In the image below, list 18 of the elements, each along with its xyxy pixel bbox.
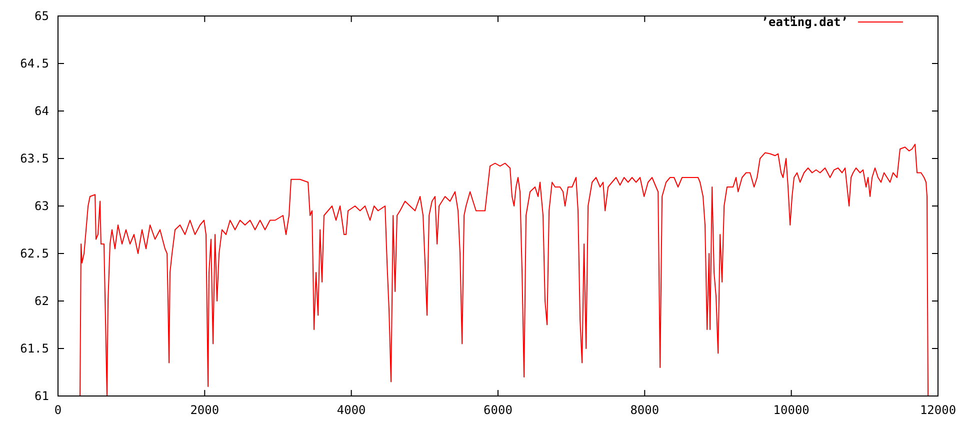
x-tick-label: 6000 [484,403,512,417]
x-tick-label: 4000 [336,403,366,417]
x-tick-label: 10000 [773,403,810,417]
x-tick-label: 0 [54,403,62,417]
x-tick-label: 8000 [630,403,660,417]
x-tick-label: 2000 [190,403,220,417]
y-tick-label: 65 [34,9,49,24]
y-tick-label: 61 [34,389,49,404]
x-tick-label: 12000 [920,403,956,417]
y-tick-label: 63.5 [20,152,49,166]
legend-label: ’eating.dat’ [761,15,848,30]
y-tick-label: 64.5 [20,56,49,71]
line-series [80,144,929,396]
y-tick-label: 64 [34,104,49,118]
y-tick-label: 61.5 [20,342,49,356]
y-tick-label: 63 [34,199,49,214]
y-tick-label: 62.5 [20,246,49,261]
y-tick-label: 62 [34,294,49,308]
